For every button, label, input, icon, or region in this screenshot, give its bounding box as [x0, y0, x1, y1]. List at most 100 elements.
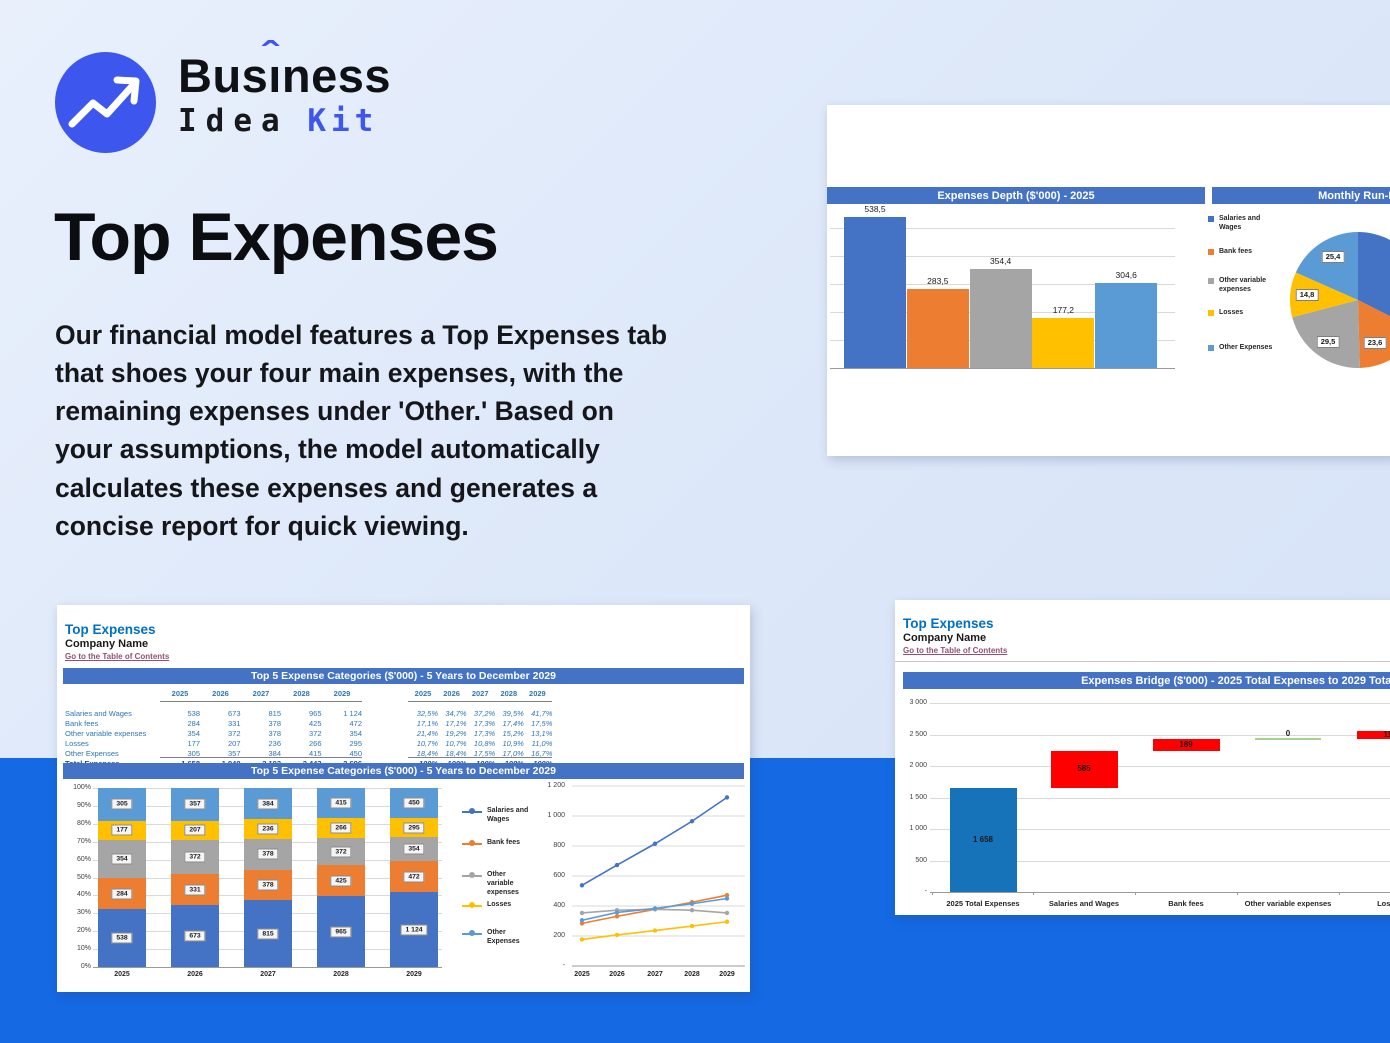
table-value: 357 [227, 749, 241, 758]
segment-data-label: 331 [184, 884, 206, 896]
table-value: 378 [268, 729, 281, 738]
legend-item: Losses [1208, 309, 1284, 318]
legend-dot [469, 902, 475, 908]
legend-item: Other variable expenses [462, 871, 534, 897]
legend-label: Other variable expenses [1219, 277, 1267, 293]
segment-data-label: 372 [330, 846, 352, 858]
monthly-run-rate-pie-chart: 23,6 29,5 14,8 25,4 [827, 105, 1390, 456]
legend-label: Other Expenses [487, 929, 520, 945]
gridline [830, 227, 1175, 229]
table-value: 354 [187, 729, 200, 738]
table-value: 415 [308, 749, 322, 758]
x-tick-label: 2027 [647, 971, 663, 978]
waterfall-bar [949, 787, 1017, 892]
gridline [930, 703, 1390, 704]
segment-data-label: 378 [257, 879, 279, 891]
table-percent: 17,1% [445, 719, 467, 728]
year-header: 2029 [333, 689, 351, 698]
total-topline [160, 757, 362, 758]
table-of-contents-link[interactable]: Go to the Table of Contents [903, 646, 1008, 655]
legend-marker-icon [1208, 345, 1214, 351]
legend-label: Bank fees [487, 839, 521, 846]
year-header: 2029 [529, 689, 546, 698]
legend-item: Other variable expenses [1208, 277, 1284, 295]
y-tick-label: - [562, 962, 565, 969]
table-percent: 17,5% [531, 719, 553, 728]
table-value: 815 [268, 709, 281, 718]
table-value: 177 [187, 739, 200, 748]
table-value: 236 [268, 739, 281, 748]
legend-label: Bank fees [1219, 248, 1253, 255]
x-tick-label: 2026 [609, 971, 625, 978]
year-header: 2026 [443, 689, 460, 698]
y-tick-label: 400 [553, 902, 565, 909]
y-tick-label: 90% [76, 801, 91, 809]
table-percent: 17,0% [502, 749, 524, 758]
segment-data-label: 538 [111, 932, 133, 944]
segment-data-label: 354 [403, 843, 425, 855]
x-tick-label: 2029 [719, 971, 735, 978]
legend-dot [469, 872, 475, 878]
segment-data-label: 415 [330, 797, 352, 809]
table-value: 425 [308, 719, 322, 728]
y-tick-label: 10% [76, 945, 91, 953]
x-axis-line [830, 368, 1175, 369]
chart-banner-expenses-depth: Expenses Depth ($'000) - 2025 [827, 187, 1205, 204]
y-tick-label: 1 000 [909, 825, 927, 832]
legend-line-marker-icon [462, 902, 482, 910]
table-value: 295 [349, 739, 362, 748]
x-axis-line [93, 967, 442, 968]
brand-wordmark: Busı ˆ ness Idea Kit [178, 34, 391, 137]
brand-line1: Busı ˆ ness [178, 34, 391, 102]
year-header: 2027 [471, 689, 489, 698]
table-percent: 10,7% [445, 739, 467, 748]
segment-data-label: 378 [257, 848, 279, 860]
gridline [930, 860, 1390, 862]
table-percent: 17,4% [502, 719, 524, 728]
gridline [930, 797, 1390, 799]
total-topline [408, 757, 552, 758]
waterfall-bar [1356, 731, 1390, 739]
y-tick-label: 1 000 [547, 812, 565, 819]
table-value: 354 [349, 729, 362, 738]
x-axis-tick [932, 892, 933, 895]
y-tick-label: - [924, 888, 927, 895]
table-percent: 18,4% [416, 749, 438, 758]
table-percent: 17,1% [416, 719, 438, 728]
pie-data-label: 14,8 [1295, 289, 1319, 301]
waterfall-data-label: 0 [1285, 728, 1291, 738]
stacked-bar-chart: 100% 90% 80% 70% 60% 50% 40% 30% 20% 10% 0% 538 284 3… [57, 605, 750, 992]
segment-data-label: 1 124 [400, 924, 428, 936]
waterfall-zero-connector [1255, 737, 1321, 740]
table-value: 305 [187, 749, 200, 758]
y-tick-label: 60% [76, 855, 91, 863]
x-tick-label: 2025 [114, 971, 130, 978]
y-tick-label: 200 [553, 932, 565, 939]
table-of-contents-link[interactable]: Go to the Table of Contents [65, 652, 170, 661]
legend-item: Other Expenses [1208, 344, 1284, 353]
y-tick-label: 600 [553, 872, 565, 879]
table-value: 384 [268, 749, 281, 758]
legend-line-marker-icon [462, 930, 482, 938]
bar-data-label: 538,5 [864, 204, 886, 214]
y-tick-label: 2 500 [909, 730, 927, 738]
segment-data-label: 295 [403, 822, 425, 834]
legend-item: Salaries and Wages [462, 807, 534, 825]
table-banner: Top 5 Expense Categories ($'000) - 5 Yea… [63, 668, 744, 684]
x-tick-label: 2029 [406, 971, 422, 978]
y-tick-label: 2 000 [909, 762, 927, 769]
header-underline [408, 701, 552, 702]
table-value: 450 [349, 749, 362, 758]
y-tick-label: 0% [80, 963, 91, 970]
pie-data-label: 23,6 [1363, 337, 1387, 349]
legend-item: Bank fees [462, 839, 534, 848]
table-value: 472 [349, 719, 362, 728]
x-tick-label: Salaries and Wages [1048, 899, 1120, 908]
segment-data-label: 450 [403, 797, 425, 809]
waterfall-data-label: 585 [1077, 764, 1091, 774]
bar [1032, 318, 1095, 368]
table-percent: 10,8% [473, 739, 496, 748]
line-chart: 1 200 1 000 800 600 400 200 - 2025 2026 2027 2028 2… [57, 605, 750, 992]
legend-marker-icon [1208, 278, 1214, 284]
